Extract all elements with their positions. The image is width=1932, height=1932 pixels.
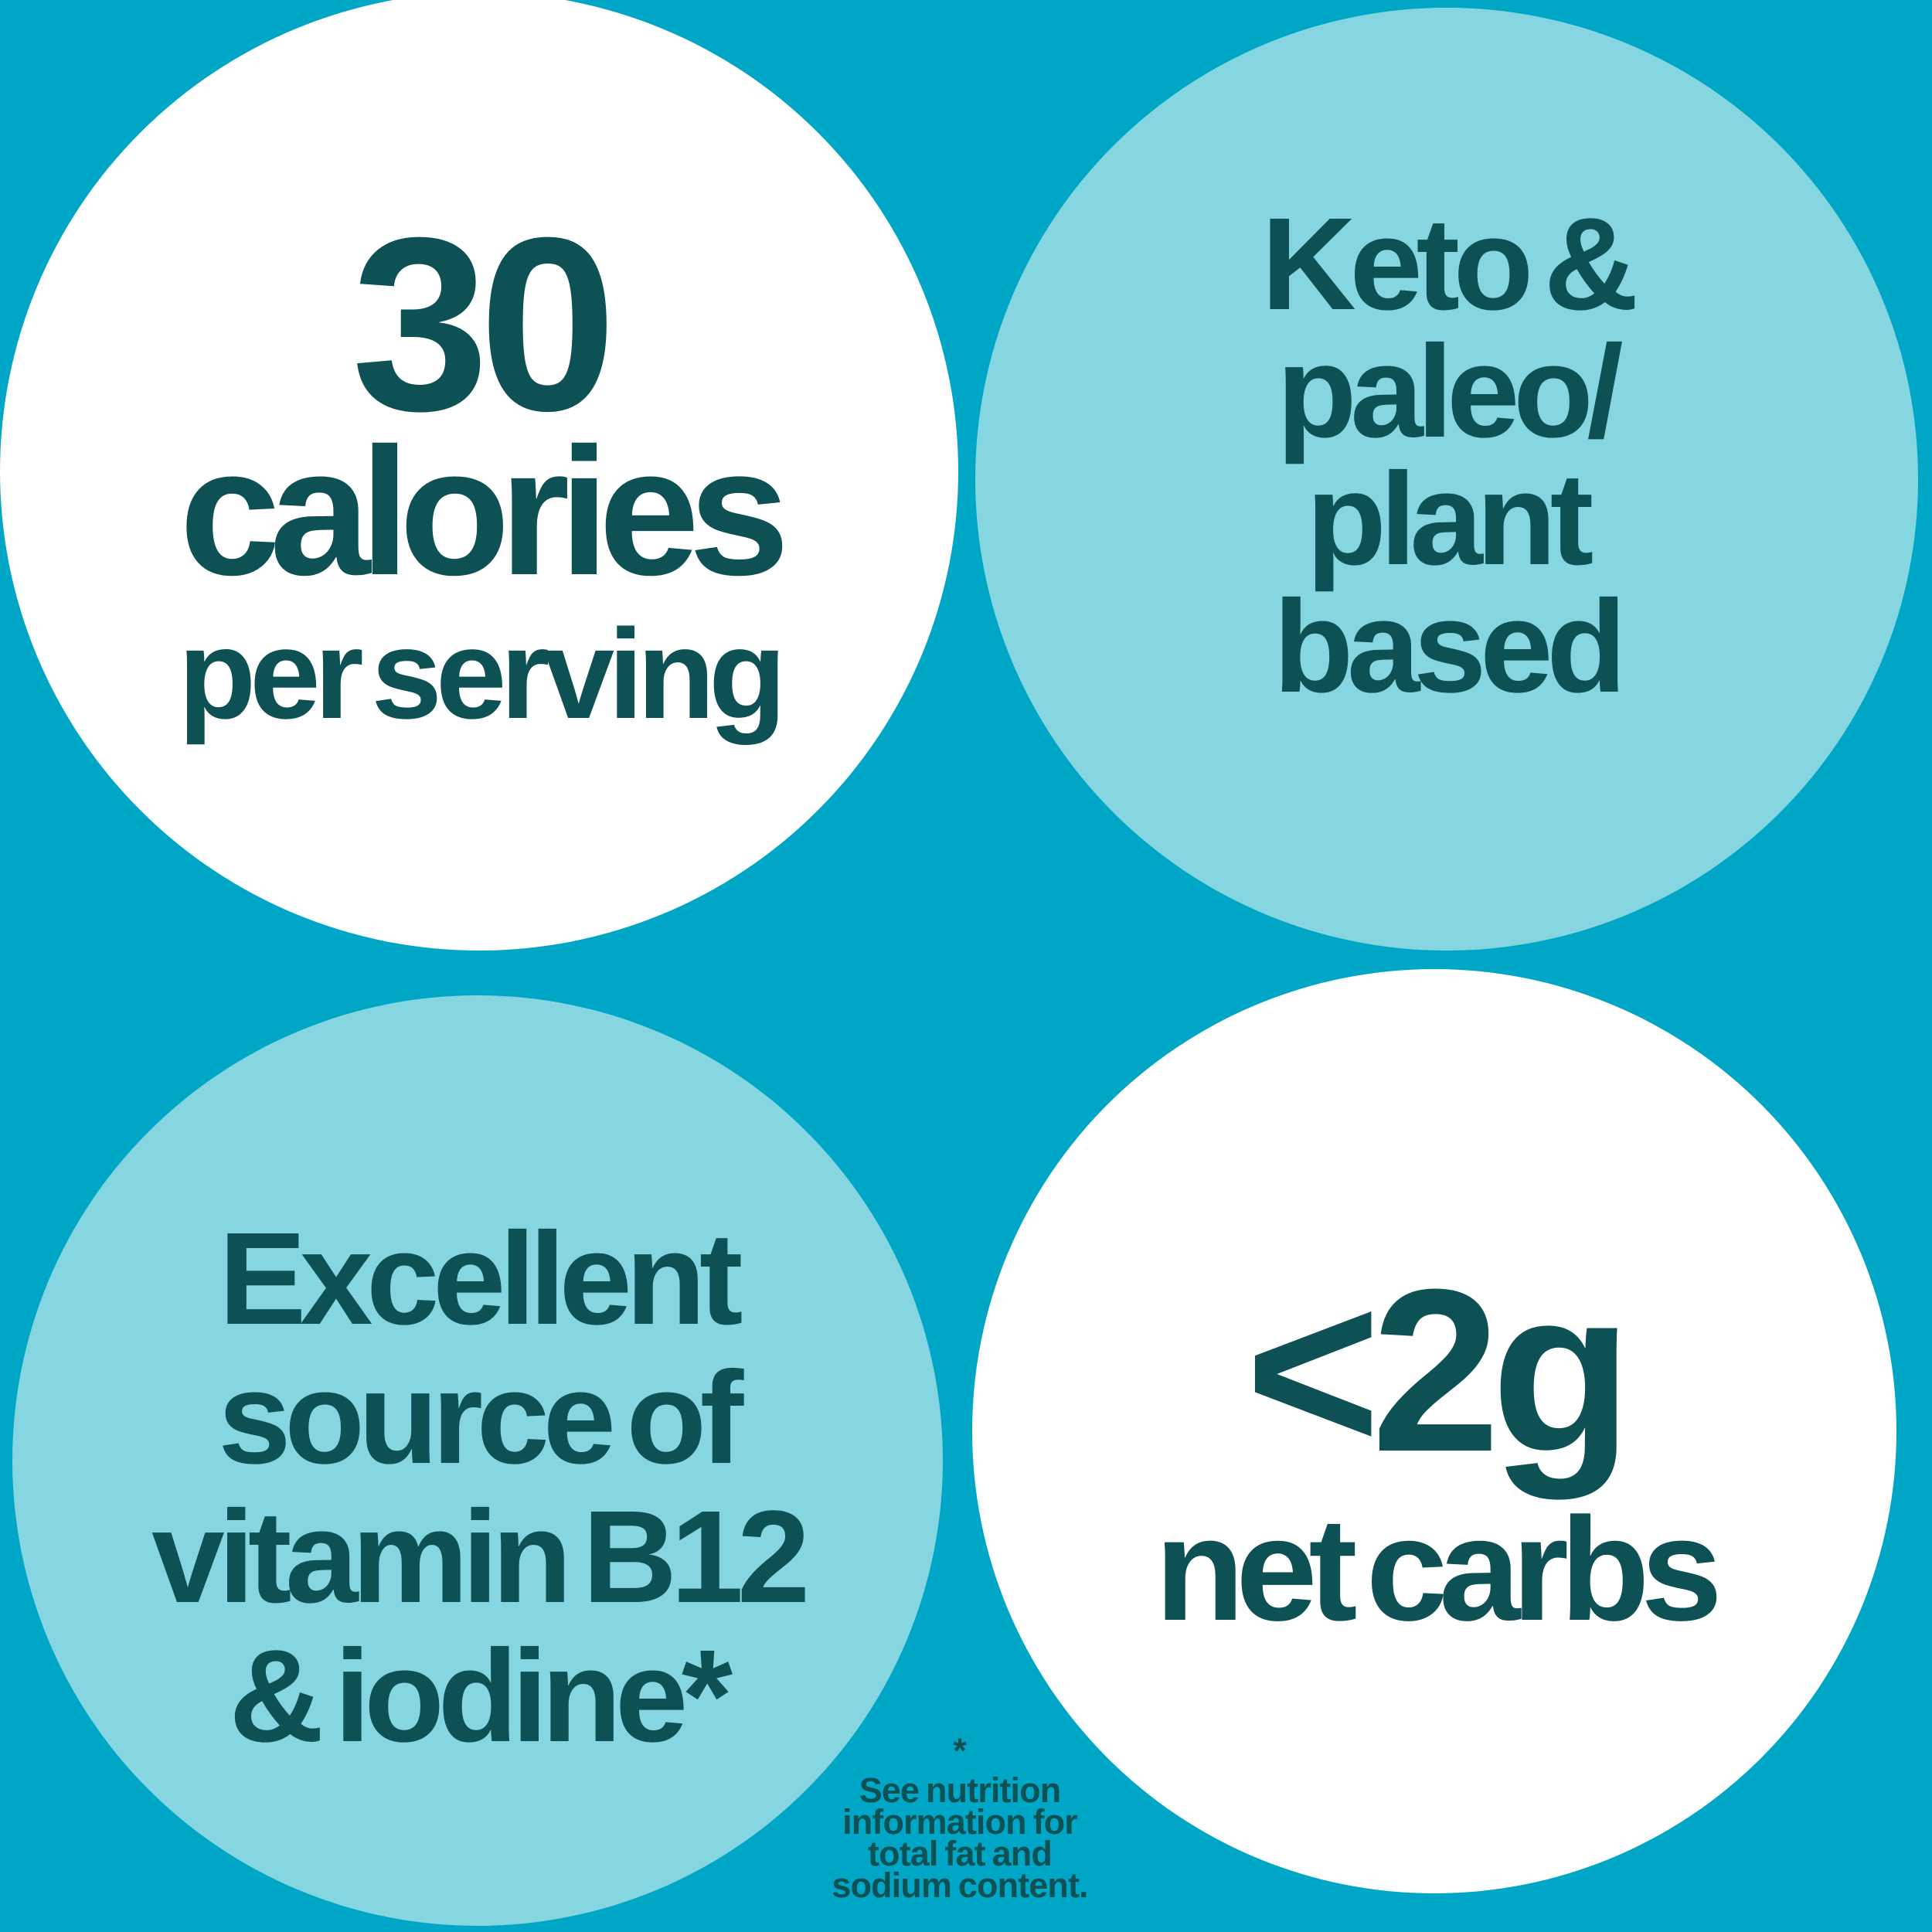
nutrient-source-circle: Excellent source of vitamin B12 & iodine… — [12, 995, 943, 1926]
net-carbs-circle: <2g net carbs — [972, 969, 1896, 1893]
footnote: * See nutrition information for total fa… — [767, 1731, 1153, 1905]
diet-text: Keto & paleo/ plant based — [1261, 191, 1638, 720]
nutrient-source-text: Excellent source of vitamin B12 & iodine… — [151, 1206, 810, 1770]
diet-circle: Keto & paleo/ plant based — [975, 8, 1918, 951]
net-carbs-text-block: <2g net carbs — [1155, 1240, 1723, 1651]
calories-text-block: 30 calories per serving — [178, 185, 790, 745]
footnote-asterisk: * — [953, 1731, 967, 1770]
calories-circle: 30 calories per serving — [0, 0, 958, 951]
net-carbs-label: net carbs — [1155, 1488, 1723, 1651]
footnote-text: See nutrition information for total fat … — [832, 1770, 1088, 1905]
calories-value: 30 — [351, 185, 617, 462]
net-carbs-value: <2g — [1245, 1240, 1632, 1500]
calories-qualifier: per serving — [178, 602, 787, 745]
calories-unit: calories — [179, 409, 790, 613]
